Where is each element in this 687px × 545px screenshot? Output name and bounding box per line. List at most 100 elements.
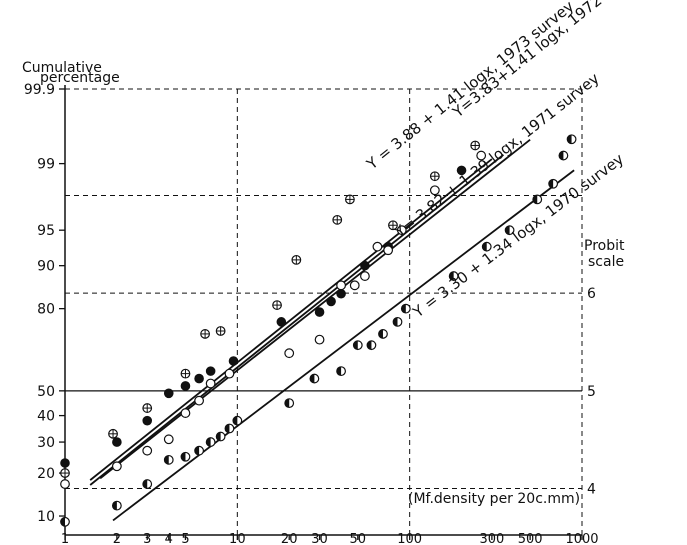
half-marker-fill [393, 317, 398, 327]
y-axis-title-line1: Cumulative [22, 60, 102, 76]
data-point [272, 300, 282, 310]
filled-marker [360, 260, 370, 271]
data-point [372, 241, 383, 252]
half-marker-fill [482, 242, 487, 251]
data-point [142, 445, 153, 456]
data-point [481, 241, 492, 252]
half-marker-fill [378, 329, 383, 339]
half-marker-fill [225, 424, 230, 433]
data-point [360, 260, 370, 271]
half-marker-fill [164, 455, 169, 465]
fit-line-1972-survey [89, 154, 504, 486]
x-tick-label: 50 [350, 532, 367, 545]
half-marker-fill [336, 366, 342, 376]
filled-marker [163, 388, 174, 399]
y-axis-title-line2: percentage [40, 70, 120, 86]
data-point [388, 220, 398, 231]
open-marker [180, 408, 191, 418]
filled-marker [326, 296, 336, 307]
data-point [360, 271, 370, 281]
data-point [349, 280, 360, 291]
open-marker [429, 185, 440, 196]
x-tick-label: 2 [113, 532, 121, 545]
data-point [112, 437, 122, 447]
filled-marker [194, 373, 204, 384]
data-point [332, 214, 343, 225]
filled-marker [336, 288, 346, 299]
data-point [456, 165, 467, 176]
open-marker [224, 368, 235, 379]
data-point [284, 348, 295, 359]
x-tick-label: 500 [518, 532, 543, 545]
data-point [345, 194, 355, 205]
y-tick-label: 50 [37, 384, 55, 400]
data-point [309, 373, 320, 384]
data-point [336, 288, 346, 299]
filled-marker [314, 307, 325, 317]
open-marker [163, 434, 174, 445]
y-tick-label: 20 [37, 466, 55, 482]
data-point [194, 373, 204, 384]
equation-label: Y= 3.82 + 1.39 logx, 1971 survey [391, 69, 603, 242]
open-marker [360, 271, 370, 281]
half-marker-fill [559, 151, 564, 160]
data-point [566, 134, 577, 145]
data-point [396, 225, 407, 236]
data-point [142, 403, 153, 413]
y-tick-label: 90 [37, 259, 55, 275]
data-point [470, 140, 481, 151]
equation-label: Y = 3.88 + 1.41 logx, 1973 survey [362, 0, 577, 174]
data-point [180, 408, 191, 418]
open-marker [314, 334, 325, 345]
grid-lines [65, 88, 583, 535]
open-marker [336, 280, 346, 291]
fit-line-1973-survey [89, 158, 493, 481]
data-point [215, 326, 226, 336]
data-point [111, 500, 122, 511]
open-marker [284, 348, 295, 359]
data-point [429, 171, 440, 182]
half-marker-fill [216, 432, 221, 441]
half-marker-fill [505, 225, 510, 235]
open-marker [349, 280, 360, 291]
filled-marker [205, 366, 216, 376]
half-marker-fill [401, 304, 406, 313]
data-point [284, 398, 295, 409]
filled-marker [180, 381, 191, 391]
right-axis-title-line1: Probit [584, 238, 625, 254]
data-point [224, 423, 235, 434]
data-point [205, 437, 216, 447]
data-point [228, 356, 239, 366]
probit-tick-label: 4 [587, 482, 596, 498]
x-tick-label: 300 [479, 532, 504, 545]
y-tick-label: 99 [37, 157, 55, 173]
open-marker [396, 225, 407, 236]
data-point [548, 178, 559, 189]
x-tick-label: 5 [181, 532, 189, 545]
filled-marker [276, 317, 287, 327]
half-marker-fill [142, 479, 148, 489]
data-point [200, 329, 210, 339]
filled-marker [60, 458, 70, 468]
half-marker-fill [367, 340, 372, 350]
half-marker-fill [206, 437, 211, 447]
data-point [476, 150, 487, 161]
half-marker-fill [310, 374, 315, 383]
half-marker-fill [284, 398, 290, 408]
open-marker [476, 150, 487, 161]
data-point [276, 317, 287, 327]
data-point [224, 368, 235, 379]
open-marker [383, 245, 394, 256]
open-marker [60, 479, 70, 489]
data-point [336, 280, 346, 291]
probit-tick-label: 5 [587, 384, 596, 400]
data-point [60, 458, 70, 468]
data-point [215, 431, 226, 442]
data-point [400, 303, 411, 314]
data-point [232, 415, 243, 426]
data-point [194, 395, 205, 406]
filled-marker [112, 437, 122, 447]
data-point [326, 296, 336, 307]
half-marker-fill [60, 517, 65, 527]
data-point [142, 479, 153, 489]
